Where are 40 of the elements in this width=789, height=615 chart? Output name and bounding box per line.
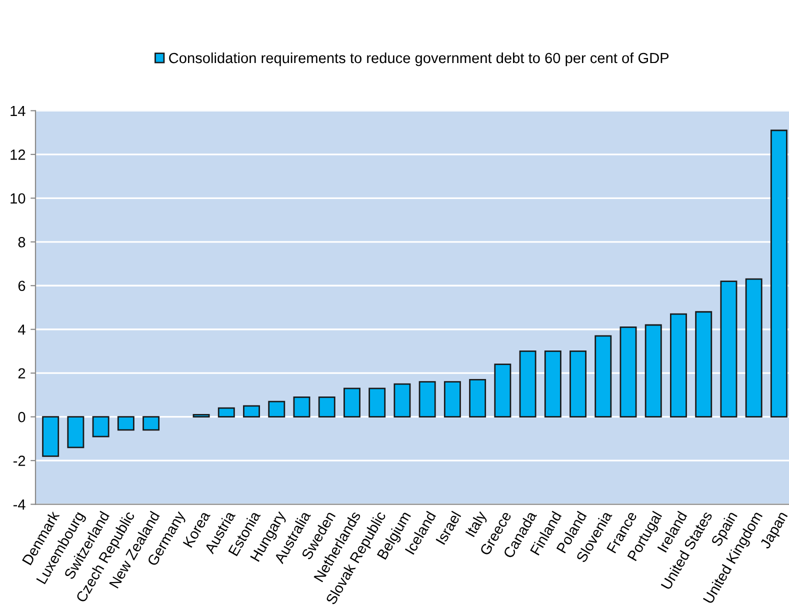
bar	[544, 350, 562, 418]
y-tick-label: 12	[10, 150, 26, 160]
bar	[92, 416, 110, 438]
y-tick-label: -4	[13, 500, 26, 510]
bar	[494, 364, 512, 418]
bar	[770, 130, 788, 418]
bar	[444, 381, 461, 418]
bar	[243, 405, 260, 418]
bar	[594, 335, 612, 418]
y-tick-label: 4	[18, 324, 26, 335]
bar	[268, 400, 286, 418]
bar	[695, 311, 712, 418]
y-tick-label: 8	[18, 237, 26, 248]
bar	[570, 350, 586, 418]
y-tick-label: 6	[18, 280, 26, 292]
bar	[192, 414, 210, 418]
bar	[318, 396, 336, 418]
bar	[67, 416, 84, 448]
bar	[42, 416, 60, 457]
bar	[620, 326, 637, 418]
y-tick-label: 2	[18, 368, 26, 378]
y-tick-label: 0	[18, 412, 26, 422]
y-tick-label: -2	[13, 456, 26, 466]
legend-label: Consolidation requirements to reduce government debt to 60 per cent of GDP	[169, 52, 669, 66]
bar	[720, 280, 738, 418]
bar	[745, 278, 762, 418]
bar	[394, 383, 411, 418]
bar	[293, 396, 310, 418]
bar	[418, 381, 436, 418]
y-tick-label: 10	[10, 193, 26, 204]
bar	[644, 324, 662, 418]
bar	[670, 313, 687, 418]
bar	[519, 350, 536, 418]
y-tick-label: 14	[10, 106, 26, 116]
bar	[343, 388, 360, 418]
bar	[218, 407, 235, 418]
bar	[142, 416, 160, 431]
bar	[117, 416, 134, 431]
bar	[469, 378, 486, 418]
bar	[368, 388, 386, 418]
